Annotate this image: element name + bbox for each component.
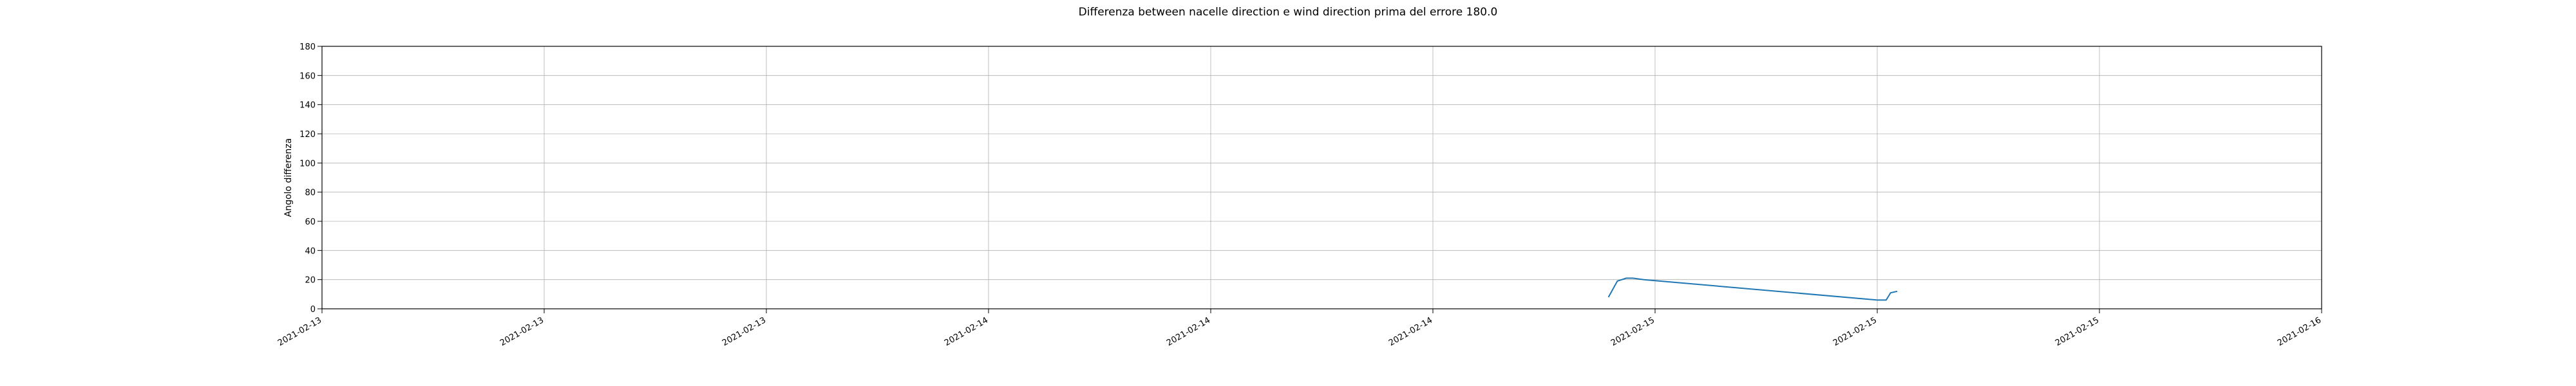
y-tick-label: 100 xyxy=(299,159,316,169)
y-tick-label: 40 xyxy=(305,246,316,256)
y-tick-label: 20 xyxy=(305,276,316,286)
series-line xyxy=(1607,277,1898,301)
y-axis: 0 20 40 60 80 100 120 140 160 180 xyxy=(299,42,322,315)
y-tick-label: 140 xyxy=(299,101,316,111)
grid xyxy=(321,46,2322,309)
y-tick-label: 180 xyxy=(299,42,316,52)
y-tick-label: 0 xyxy=(310,305,316,315)
x-tick-label: 2021-02-14 xyxy=(1165,315,1212,348)
x-tick-label: 2021-02-14 xyxy=(943,315,990,348)
x-tick-label: 2021-02-15 xyxy=(2054,315,2101,348)
plot-frame xyxy=(321,46,2322,309)
y-tick-label: 80 xyxy=(305,188,316,198)
y-tick-label: 120 xyxy=(299,130,316,140)
series-layer xyxy=(1607,277,1898,301)
y-axis-label: Angolo differenza xyxy=(283,138,294,217)
x-tick-label: 2021-02-15 xyxy=(1609,315,1656,348)
x-axis: 2021-02-13 2021-02-13 2021-02-13 2021-02-14… xyxy=(276,309,2323,348)
x-tick-label: 2021-02-16 xyxy=(2276,315,2323,348)
x-tick-label: 2021-02-13 xyxy=(721,315,768,348)
x-tick-label: 2021-02-14 xyxy=(1387,315,1434,348)
x-tick-label: 2021-02-13 xyxy=(276,315,323,348)
chart-title: Differenza between nacelle direction e w… xyxy=(1079,6,1498,19)
y-tick-label: 160 xyxy=(299,71,316,81)
y-tick-label: 60 xyxy=(305,217,316,227)
x-tick-label: 2021-02-15 xyxy=(1832,315,1879,348)
x-tick-label: 2021-02-13 xyxy=(498,315,545,348)
